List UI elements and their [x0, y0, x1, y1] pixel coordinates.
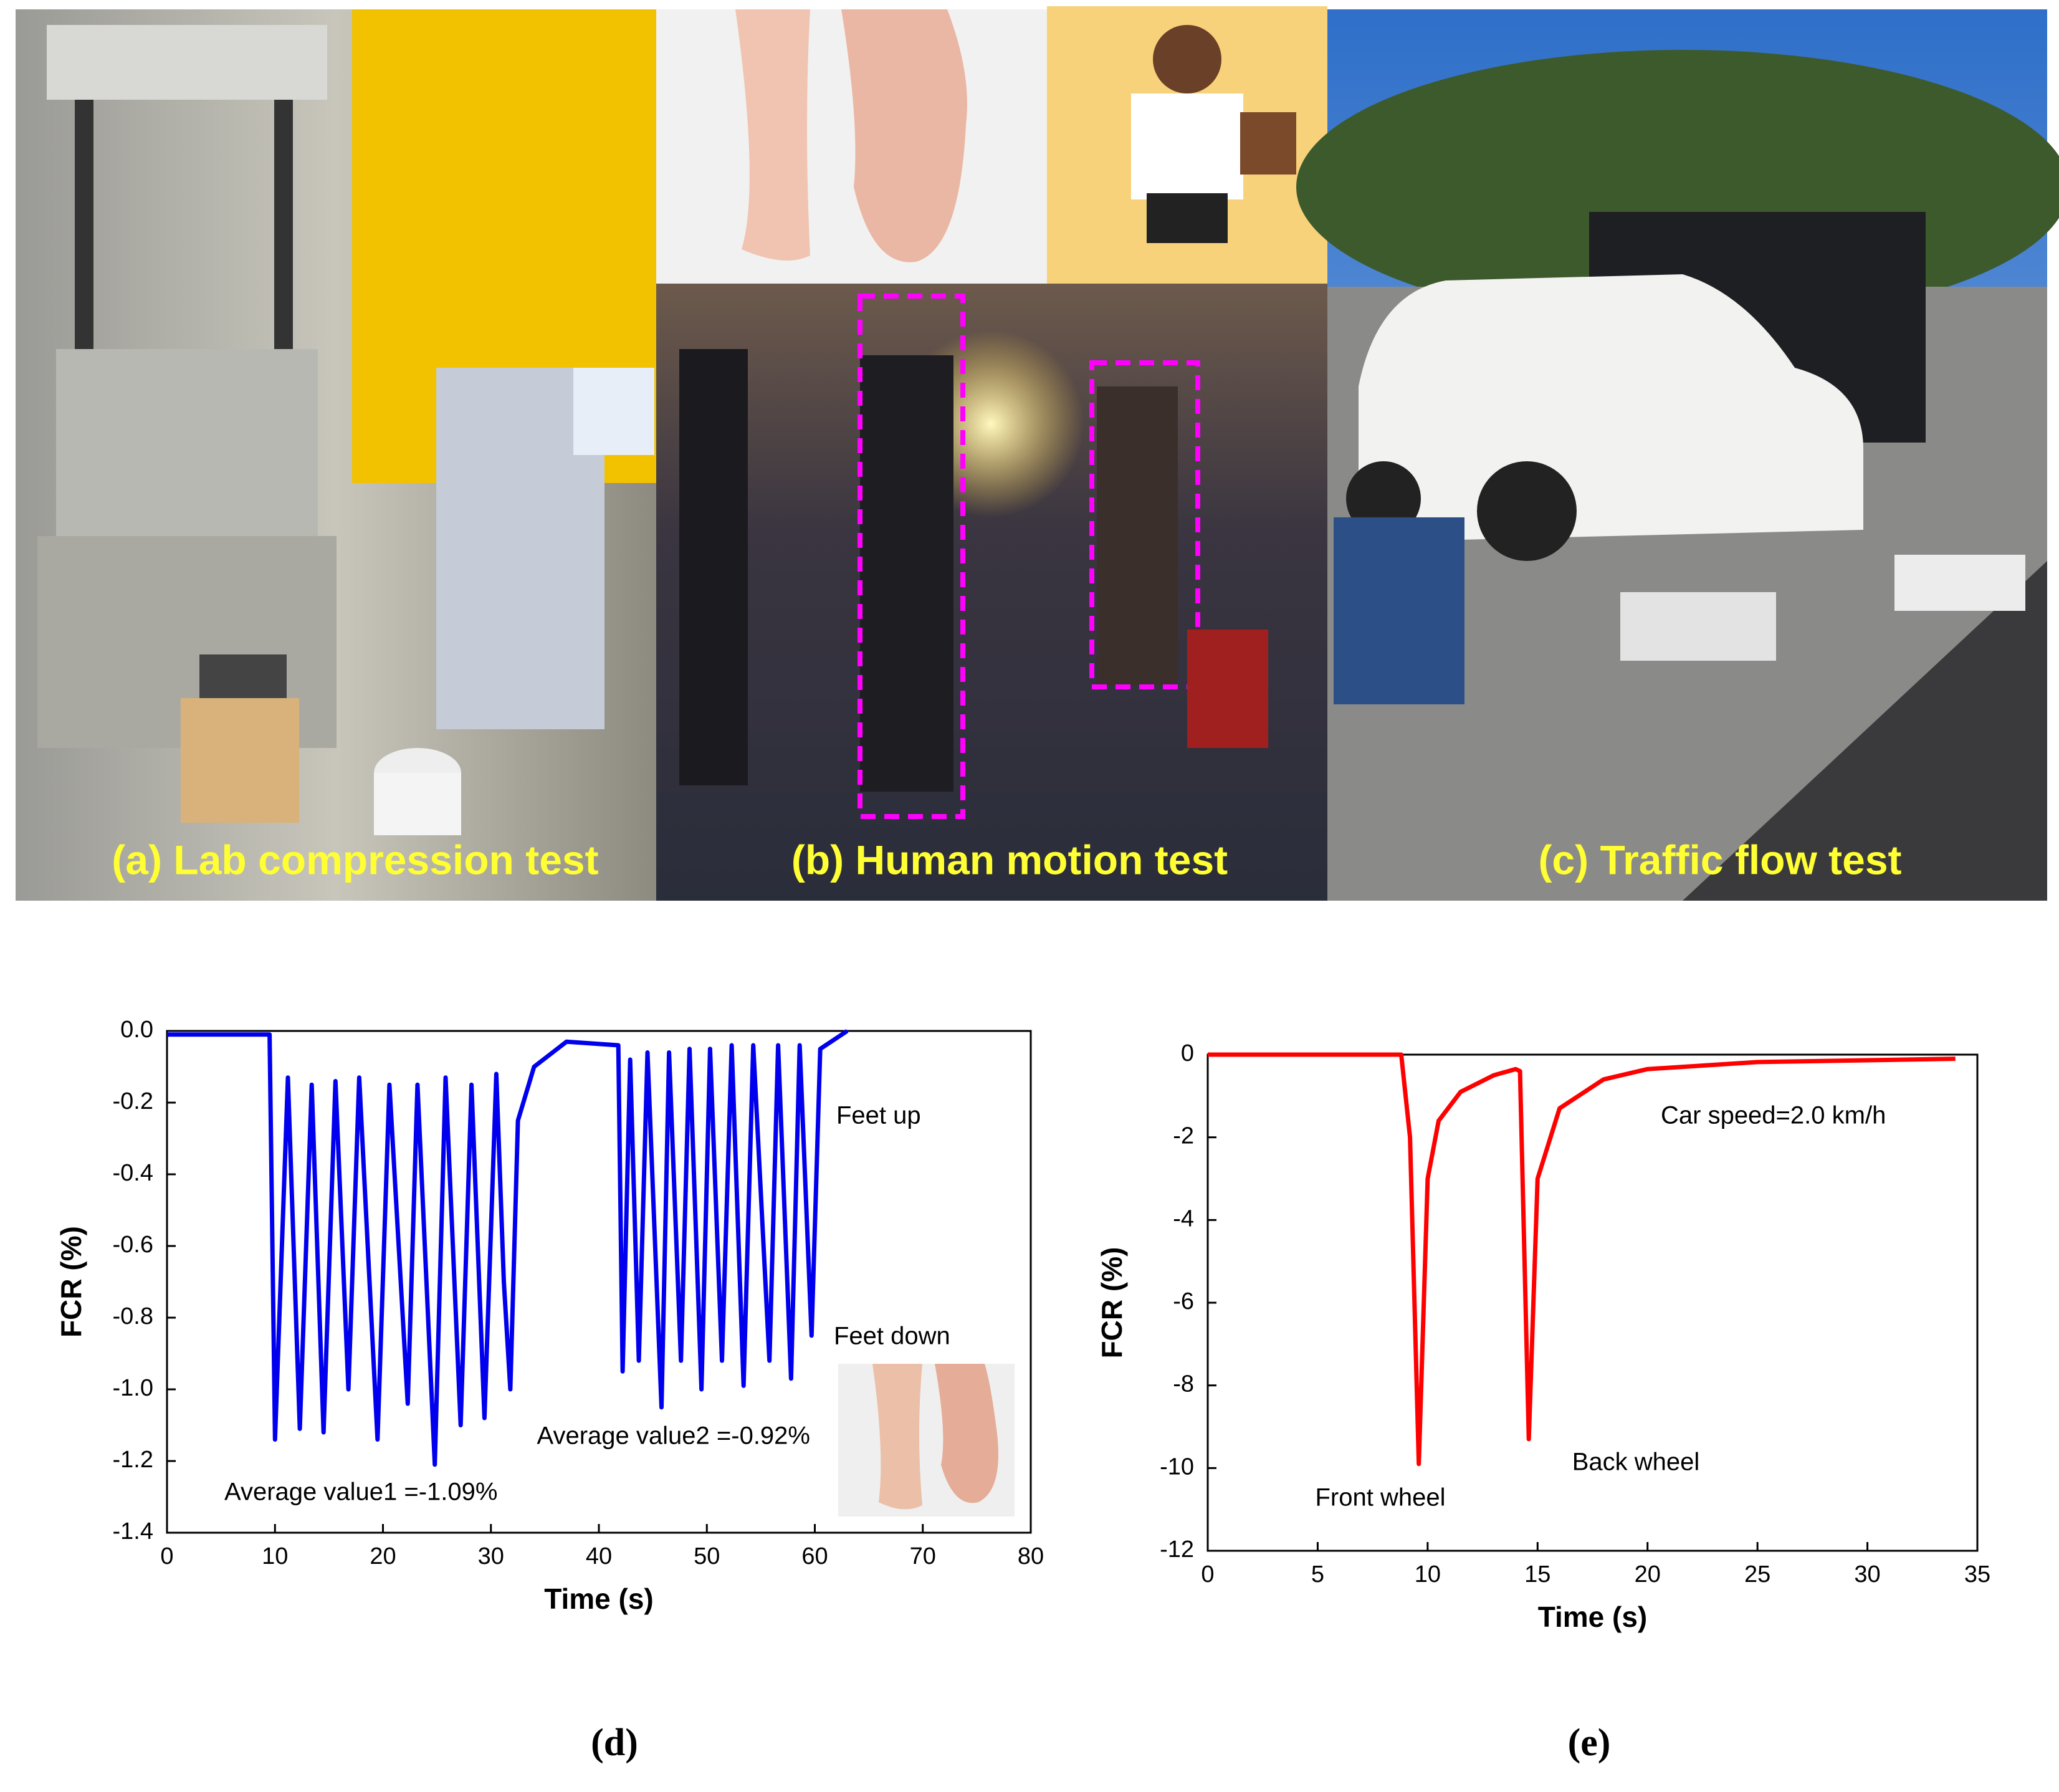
photo-human: [656, 6, 1327, 901]
x-tick-label: 30: [1854, 1561, 1880, 1588]
y-tick-label: -10: [1160, 1454, 1194, 1480]
x-tick-label: 20: [370, 1543, 396, 1569]
panel-label: (e): [1568, 1722, 1611, 1764]
y-tick-label: -1.4: [113, 1518, 153, 1545]
x-tick-label: 50: [694, 1543, 720, 1569]
y-tick-label: -0.2: [113, 1088, 153, 1114]
photo-caption: (a) Lab compression test: [112, 836, 598, 883]
x-tick-label: 0: [160, 1543, 173, 1569]
data-line: [167, 1029, 849, 1467]
x-tick-label: 15: [1524, 1561, 1550, 1588]
x-tick-label: 30: [478, 1543, 504, 1569]
x-tick-label: 60: [801, 1543, 828, 1569]
annotation: Back wheel: [1572, 1449, 1700, 1476]
y-tick-label: 0.0: [120, 1017, 153, 1043]
y-tick-label: -1.2: [113, 1447, 153, 1473]
annotation: Feet down: [834, 1323, 950, 1350]
panel-label: (d): [591, 1722, 638, 1764]
x-tick-label: 10: [262, 1543, 288, 1569]
y-axis-title: FCR (%): [1096, 1247, 1128, 1359]
y-tick-label: 0: [1181, 1040, 1194, 1066]
y-axis-title: FCR (%): [55, 1226, 87, 1338]
y-tick-label: -8: [1173, 1371, 1194, 1397]
y-tick-label: -4: [1173, 1205, 1194, 1232]
annotation: Car speed=2.0 km/h: [1661, 1102, 1886, 1129]
x-tick-label: 25: [1744, 1561, 1770, 1588]
y-tick-label: -6: [1173, 1288, 1194, 1315]
inset-photo: [838, 1364, 1015, 1516]
data-line: [1208, 1052, 1956, 1467]
x-tick-label: 35: [1964, 1561, 1990, 1588]
photo-traffic: [1296, 9, 2059, 901]
y-tick-label: -1.0: [113, 1375, 153, 1401]
photo-lab: [16, 9, 656, 901]
annotation: Feet up: [836, 1102, 921, 1129]
annotation: Average value1 =-1.09%: [224, 1478, 497, 1506]
y-tick-label: -0.4: [113, 1160, 153, 1186]
y-tick-label: -0.8: [113, 1303, 153, 1330]
x-axis-title: Time (s): [1538, 1601, 1648, 1633]
y-tick-label: -0.6: [113, 1232, 153, 1258]
annotation: Front wheel: [1316, 1484, 1446, 1512]
x-tick-label: 40: [586, 1543, 612, 1569]
x-tick-label: 80: [1018, 1543, 1044, 1569]
x-tick-label: 0: [1201, 1561, 1214, 1588]
x-tick-label: 5: [1311, 1561, 1324, 1588]
x-axis-title: Time (s): [544, 1583, 654, 1615]
photo-caption: (b) Human motion test: [791, 836, 1228, 883]
annotation: Average value2 =-0.92%: [537, 1422, 810, 1450]
x-tick-label: 70: [910, 1543, 936, 1569]
x-tick-label: 10: [1415, 1561, 1441, 1588]
y-tick-label: -2: [1173, 1123, 1194, 1149]
x-tick-label: 20: [1635, 1561, 1661, 1588]
photo-caption: (c) Traffic flow test: [1538, 836, 1901, 883]
y-tick-label: -12: [1160, 1536, 1194, 1563]
